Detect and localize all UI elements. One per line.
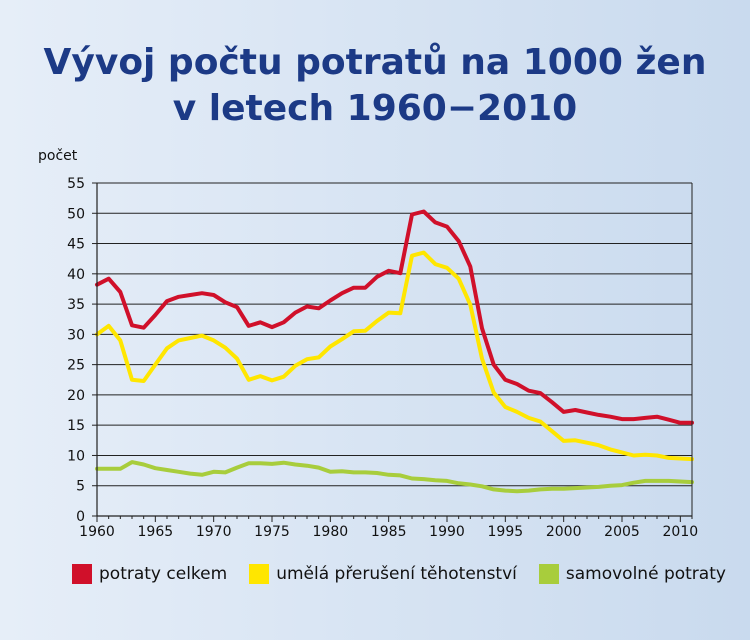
x-tick-label: 1990 [429, 524, 465, 540]
y-tick-label: 30 [67, 327, 85, 343]
legend-item-total: potraty celkem [72, 564, 227, 584]
x-tick-label: 2010 [663, 524, 699, 540]
x-tick-label: 1975 [254, 524, 290, 540]
legend-swatch-induced [249, 564, 270, 584]
chart-title-line2: v letech 1960−2010 [172, 88, 578, 129]
x-tick-labels: 1960 1965 1970 1975 1980 1985 1990 1995 2000 2005… [79, 524, 698, 540]
series-line-total [95, 209, 694, 425]
legend-label-spontaneous: samovolné potraty [565, 564, 726, 584]
x-tick-label: 1980 [313, 524, 349, 540]
x-tick-label: 1985 [371, 524, 407, 540]
y-tick-label: 25 [67, 358, 85, 374]
x-tick-label: 1970 [196, 524, 232, 540]
chart-title: Vývoj počtu potratů na 1000 žen v letech… [0, 40, 750, 132]
y-tick-labels: 0 5 10 15 20 25 30 35 40 45 50 55 [67, 176, 85, 525]
legend-swatch-total [72, 564, 92, 584]
x-tick-label: 1960 [79, 524, 115, 540]
x-tick-label: 1995 [488, 524, 524, 540]
legend-item-spontaneous: samovolné potraty [538, 564, 726, 584]
x-tick-label: 2000 [546, 524, 582, 540]
y-tick-label: 55 [67, 176, 85, 192]
y-tick-label: 10 [67, 448, 85, 464]
axes [92, 182, 693, 522]
legend-swatch-spontaneous [538, 564, 559, 584]
y-tick-label: 40 [67, 267, 85, 283]
y-tick-label: 0 [76, 509, 85, 525]
series-line-spontaneous [95, 460, 694, 494]
y-tick-label: 5 [76, 479, 85, 495]
legend: potraty celkem umělá přerušení těhotenst… [72, 562, 748, 586]
x-tick-label: 1965 [138, 524, 174, 540]
series-line-induced [95, 250, 694, 462]
legend-label-total: potraty celkem [99, 564, 228, 584]
y-tick-label: 45 [67, 237, 85, 253]
y-tick-label: 35 [67, 297, 85, 313]
y-tick-label: 50 [67, 206, 85, 222]
y-tick-label: 15 [67, 418, 85, 434]
y-tick-label: 20 [67, 388, 85, 404]
grid-lines [97, 182, 692, 517]
series-lines [95, 209, 694, 494]
x-tick-label: 2005 [604, 524, 640, 540]
plot-area [97, 183, 692, 516]
legend-item-induced: umělá přerušení těhotenství [249, 564, 517, 584]
chart-title-line1: Vývoj počtu potratů na 1000 žen [43, 42, 707, 83]
y-axis-label: počet [38, 148, 78, 164]
legend-label-induced: umělá přerušení těhotenství [276, 564, 517, 584]
